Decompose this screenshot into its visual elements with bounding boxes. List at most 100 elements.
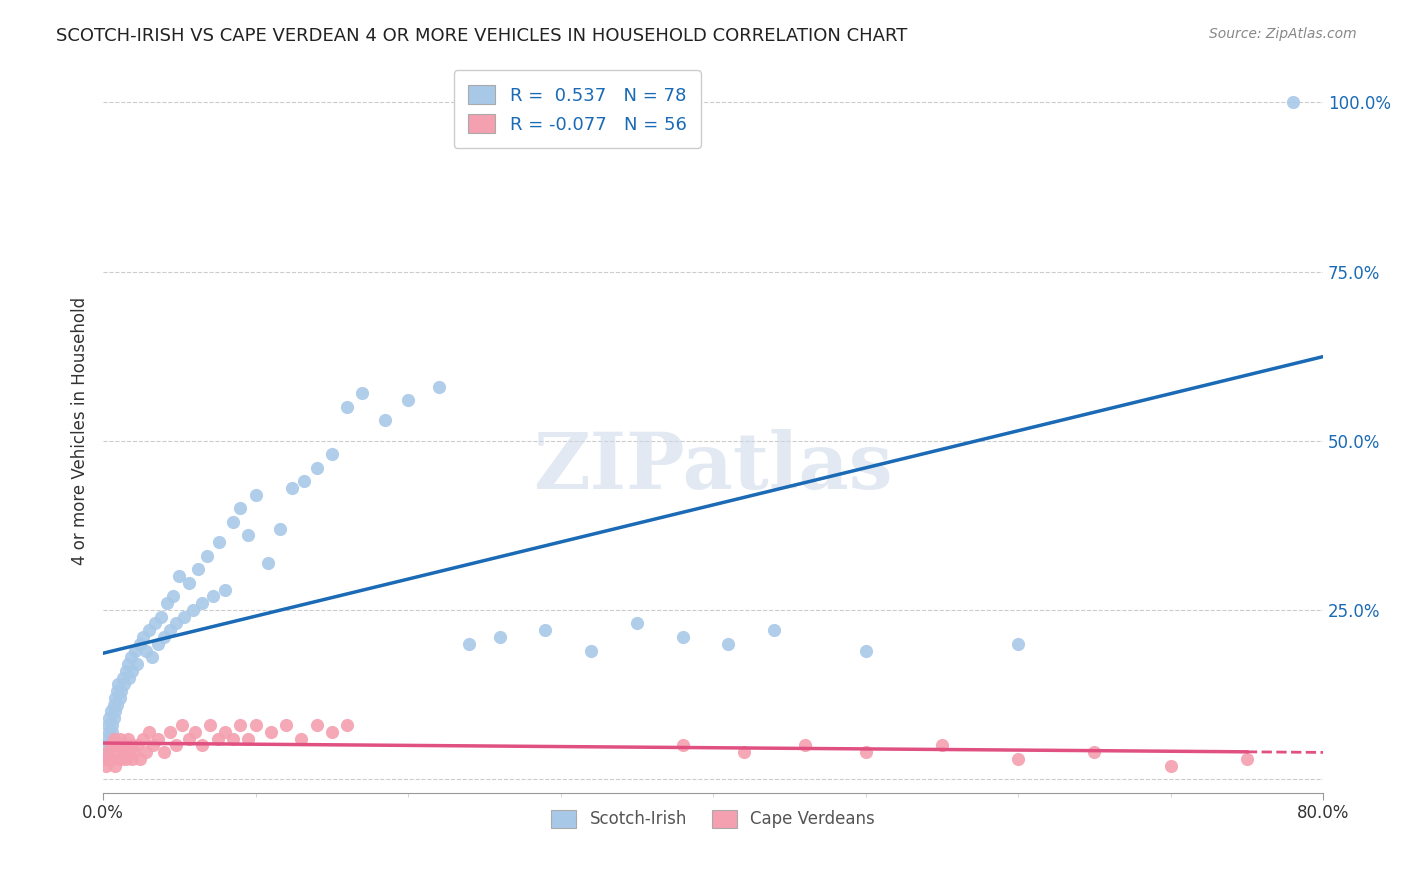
Point <box>117 657 139 671</box>
Point <box>100 705 122 719</box>
Point <box>122 745 145 759</box>
Point <box>763 624 786 638</box>
Point <box>352 386 374 401</box>
Point <box>181 603 204 617</box>
Point <box>458 637 481 651</box>
Point <box>120 650 142 665</box>
Point <box>121 752 143 766</box>
Point <box>96 731 118 746</box>
Point <box>931 739 953 753</box>
Point <box>672 630 695 644</box>
Point <box>245 718 267 732</box>
Point <box>672 739 695 753</box>
Point <box>105 684 128 698</box>
Point <box>256 556 278 570</box>
Point <box>111 745 134 759</box>
Point <box>135 643 157 657</box>
Point <box>124 643 146 657</box>
Point <box>114 739 136 753</box>
Point <box>214 724 236 739</box>
Point <box>488 630 510 644</box>
Point <box>107 677 129 691</box>
Point <box>93 739 115 753</box>
Point <box>97 752 120 766</box>
Point <box>855 745 877 759</box>
Point <box>96 758 118 772</box>
Point <box>135 745 157 759</box>
Text: ZIPatlas: ZIPatlas <box>533 429 893 505</box>
Point <box>245 488 267 502</box>
Point <box>165 616 187 631</box>
Point <box>110 752 132 766</box>
Point <box>269 522 291 536</box>
Point <box>198 718 221 732</box>
Point <box>305 460 328 475</box>
Point <box>104 690 127 705</box>
Point <box>111 671 134 685</box>
Point <box>125 739 148 753</box>
Point <box>156 596 179 610</box>
Point <box>103 731 125 746</box>
Point <box>96 745 118 759</box>
Point <box>626 616 648 631</box>
Point <box>427 379 450 393</box>
Point <box>128 637 150 651</box>
Point <box>222 515 245 529</box>
Point <box>579 643 602 657</box>
Point <box>733 745 755 759</box>
Point <box>153 630 176 644</box>
Point <box>153 745 176 759</box>
Point <box>98 724 121 739</box>
Point <box>104 758 127 772</box>
Point <box>236 731 259 746</box>
Point <box>98 752 121 766</box>
Point <box>100 731 122 746</box>
Point <box>132 630 155 644</box>
Point <box>108 731 131 746</box>
Point <box>534 624 557 638</box>
Point <box>177 731 200 746</box>
Point <box>128 752 150 766</box>
Point <box>855 643 877 657</box>
Text: Source: ZipAtlas.com: Source: ZipAtlas.com <box>1209 27 1357 41</box>
Point <box>305 718 328 732</box>
Point <box>93 752 115 766</box>
Point <box>276 718 298 732</box>
Point <box>177 575 200 590</box>
Y-axis label: 4 or more Vehicles in Household: 4 or more Vehicles in Household <box>72 296 89 565</box>
Point <box>173 609 195 624</box>
Point <box>159 624 181 638</box>
Point <box>207 731 229 746</box>
Point <box>132 731 155 746</box>
Point <box>208 535 231 549</box>
Point <box>125 657 148 671</box>
Point <box>104 705 127 719</box>
Point <box>118 745 141 759</box>
Point <box>159 724 181 739</box>
Point <box>201 590 224 604</box>
Point <box>103 711 125 725</box>
Point <box>214 582 236 597</box>
Point <box>143 616 166 631</box>
Point <box>1281 95 1303 110</box>
Point <box>321 447 343 461</box>
Point <box>191 739 214 753</box>
Point <box>1007 752 1029 766</box>
Point <box>138 724 160 739</box>
Point <box>172 718 194 732</box>
Point <box>195 549 218 563</box>
Point <box>100 739 122 753</box>
Point <box>141 650 163 665</box>
Point <box>183 724 205 739</box>
Point <box>115 752 138 766</box>
Point <box>187 562 209 576</box>
Point <box>120 739 142 753</box>
Point <box>117 731 139 746</box>
Point <box>98 711 121 725</box>
Point <box>105 739 128 753</box>
Point <box>105 698 128 712</box>
Point <box>103 698 125 712</box>
Point <box>1236 752 1258 766</box>
Point <box>107 745 129 759</box>
Point <box>101 752 124 766</box>
